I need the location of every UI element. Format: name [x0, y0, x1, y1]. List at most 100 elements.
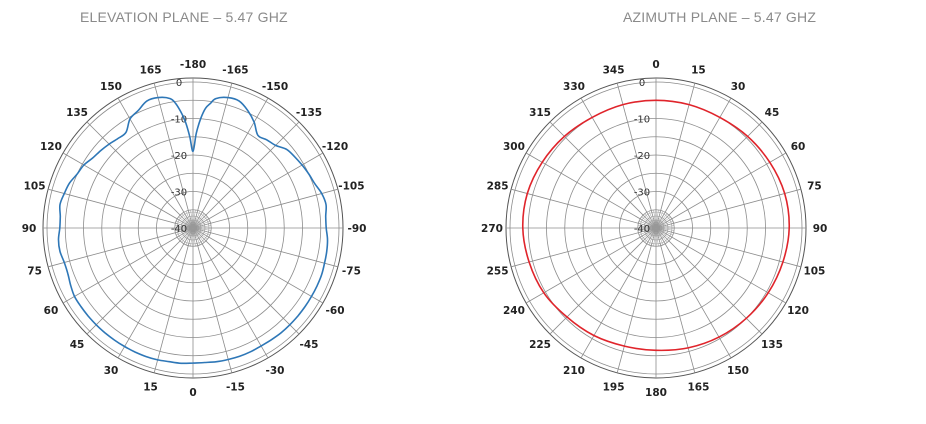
azimuth-center-spoke — [655, 210, 659, 229]
azimuth-spoke — [655, 227, 801, 268]
elevation-angle-label: 135 — [66, 107, 88, 119]
elevation-angle-label: 45 — [70, 339, 85, 351]
azimuth-radial-labels: -40 -30 -20 -10 0 — [634, 78, 650, 235]
elevation-radial-label: 0 — [176, 78, 182, 89]
elevation-center-spoke — [176, 227, 194, 236]
azimuth-angle-label: 180 — [645, 387, 667, 399]
azimuth-center-spoke — [655, 227, 661, 246]
elevation-angle-label: -120 — [322, 141, 348, 153]
azimuth-polar-chart: 0 15 30 45 60 75 90 105 120 135 150 165 180 195 210 225… — [481, 59, 827, 399]
elevation-center-spoke — [183, 227, 194, 244]
elevation-angle-label: 120 — [40, 141, 62, 153]
azimuth-radial-label: -40 — [634, 224, 650, 235]
azimuth-spoke — [655, 152, 787, 229]
azimuth-angle-label: 345 — [603, 65, 625, 77]
azimuth-center-spoke — [648, 211, 657, 229]
azimuth-chart-title: AZIMUTH PLANE – 5.47 GHZ — [623, 9, 817, 25]
elevation-center-spoke — [192, 227, 203, 244]
azimuth-angle-label: 60 — [791, 141, 806, 153]
azimuth-spoke — [655, 97, 732, 229]
elevation-spoke — [48, 227, 194, 268]
elevation-center-spoke — [181, 213, 194, 229]
elevation-spoke — [48, 188, 194, 229]
azimuth-center-spoke — [638, 223, 657, 229]
elevation-center-spoke — [178, 227, 194, 240]
azimuth-radial-label: -30 — [634, 188, 650, 199]
elevation-angle-label: -135 — [296, 107, 322, 119]
azimuth-angle-label: 0 — [652, 59, 659, 71]
elevation-center-spoke — [192, 227, 201, 245]
elevation-spoke — [192, 227, 269, 359]
azimuth-angle-label: 225 — [529, 339, 551, 351]
elevation-angle-label: 90 — [22, 223, 37, 235]
azimuth-center-spoke — [651, 227, 657, 246]
elevation-center-spoke — [181, 227, 194, 243]
azimuth-angle-label: 195 — [603, 381, 625, 393]
azimuth-center-spoke — [648, 227, 657, 245]
azimuth-angle-label: 90 — [813, 223, 828, 235]
azimuth-center-spoke — [655, 216, 671, 229]
elevation-angle-label: -15 — [226, 381, 245, 393]
elevation-center-spoke — [190, 227, 194, 246]
azimuth-angle-label: 240 — [503, 305, 525, 317]
elevation-angle-label: -60 — [326, 305, 345, 317]
azimuth-angle-labels: 0 15 30 45 60 75 90 105 120 135 150 165 180 195 210 225… — [481, 59, 827, 399]
azimuth-angle-label: 15 — [691, 65, 706, 77]
elevation-angle-label: -105 — [338, 181, 364, 193]
azimuth-angle-label: 165 — [687, 381, 709, 393]
elevation-angle-label: -165 — [222, 65, 248, 77]
elevation-spoke — [192, 227, 338, 268]
elevation-center-spoke — [192, 225, 211, 229]
elevation-center-spoke — [188, 227, 194, 246]
elevation-center-spoke — [177, 227, 194, 238]
azimuth-center-spoke — [643, 227, 657, 241]
elevation-center-spoke — [175, 225, 194, 229]
azimuth-spoke — [655, 227, 763, 335]
elevation-angle-label: 150 — [100, 81, 122, 93]
azimuth-center-spoke — [655, 227, 669, 241]
elevation-center-spoke — [190, 210, 194, 229]
azimuth-spoke — [616, 227, 657, 373]
azimuth-center-spoke — [653, 210, 657, 229]
azimuth-angle-label: 45 — [765, 107, 780, 119]
elevation-center-spoke — [192, 227, 208, 240]
elevation-center-spoke — [185, 227, 194, 245]
azimuth-center-spoke — [655, 227, 666, 244]
elevation-spoke — [192, 227, 233, 373]
elevation-center-spoke — [177, 218, 194, 229]
azimuth-center-spoke — [640, 227, 657, 238]
azimuth-center-spoke — [655, 211, 664, 229]
elevation-spoke — [192, 121, 300, 229]
elevation-center-spoke — [188, 210, 194, 229]
azimuth-center-spoke — [638, 227, 657, 231]
elevation-center-spoke — [175, 227, 194, 231]
elevation-angle-label: 60 — [44, 305, 59, 317]
azimuth-center-spoke — [655, 227, 672, 238]
azimuth-center-spoke — [643, 215, 657, 229]
elevation-center-spoke — [192, 227, 205, 243]
elevation-angle-label: -90 — [348, 223, 367, 235]
elevation-radial-label: -10 — [171, 115, 187, 126]
elevation-grid — [42, 77, 344, 379]
elevation-center-spoke — [192, 227, 198, 246]
elevation-center-spoke — [175, 227, 194, 233]
azimuth-center-spoke — [655, 212, 666, 229]
azimuth-angle-label: 255 — [487, 265, 509, 277]
elevation-radial-labels: -40 -30 -20 -10 0 — [171, 78, 187, 235]
azimuth-radial-label: -20 — [634, 151, 650, 162]
azimuth-center-spoke — [639, 220, 657, 229]
elevation-spoke — [192, 188, 338, 229]
azimuth-center-spoke — [640, 218, 657, 229]
elevation-center-spoke — [180, 215, 194, 229]
elevation-center-spoke — [192, 223, 211, 229]
azimuth-spoke — [511, 227, 657, 268]
elevation-center-spoke — [192, 213, 205, 229]
azimuth-plane-panel: AZIMUTH PLANE – 5.47 GHZ 0 15 30 45 60 75 90 10… — [463, 0, 926, 424]
elevation-center-spoke — [192, 210, 196, 229]
elevation-angle-label: -150 — [262, 81, 288, 93]
azimuth-center-spoke — [655, 227, 668, 243]
azimuth-spoke — [616, 83, 657, 229]
elevation-center-spoke — [183, 212, 194, 229]
azimuth-radial-label: 0 — [639, 78, 645, 89]
elevation-center-spoke — [192, 227, 211, 231]
